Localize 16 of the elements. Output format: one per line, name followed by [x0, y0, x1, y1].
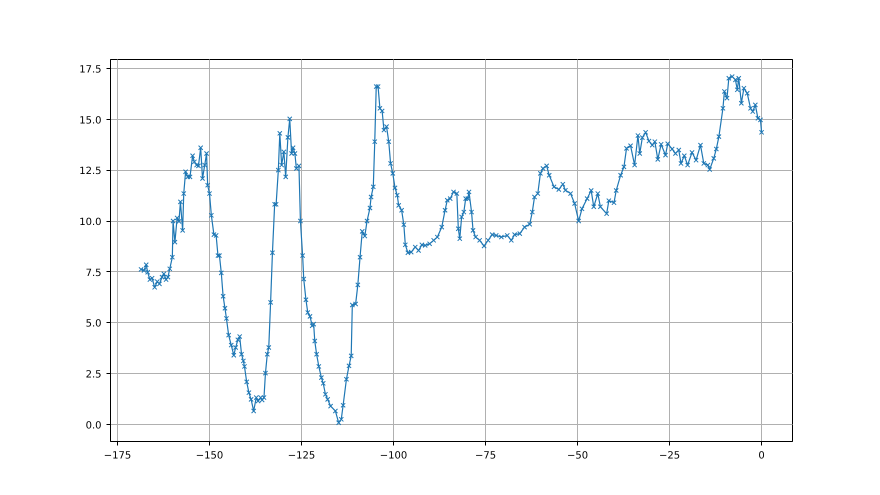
x-tick-label: −125 — [288, 450, 316, 462]
y-tick-label: 15.0 — [79, 115, 102, 126]
x-tick-label: −150 — [196, 450, 224, 462]
y-tick-label: 7.5 — [86, 268, 102, 279]
x-tick-label: −100 — [380, 450, 408, 462]
x-tick-label: −175 — [104, 450, 132, 462]
y-tick-label: 2.5 — [86, 370, 102, 381]
x-tick-label: −25 — [659, 450, 680, 462]
x-tick-label: 0 — [758, 450, 765, 462]
y-tick-label: 10.0 — [79, 217, 102, 228]
y-tick-label: 0.0 — [86, 420, 102, 432]
y-tick-label: 17.5 — [79, 64, 102, 76]
x-tick-label: −50 — [567, 450, 588, 462]
y-tick-label: 5.0 — [86, 318, 102, 330]
y-tick-label: 12.5 — [79, 166, 102, 178]
x-tick-label: −75 — [474, 450, 496, 462]
